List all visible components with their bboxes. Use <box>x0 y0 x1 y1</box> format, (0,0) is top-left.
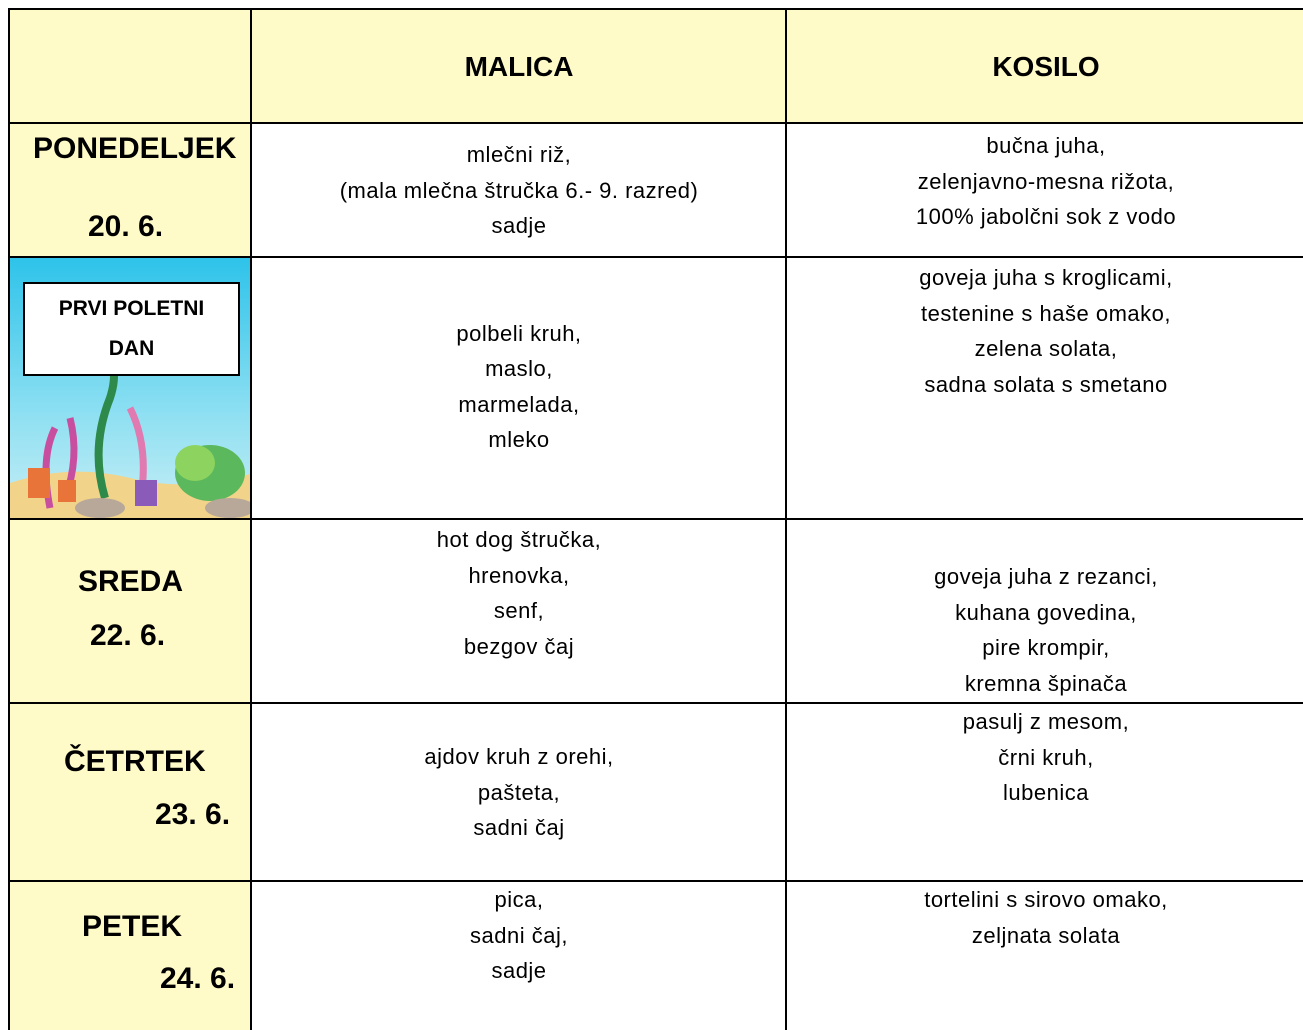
day-date: 24. 6. <box>160 962 236 995</box>
meal-line: (mala mlečna štručka 6.- 9. razred) <box>339 177 699 203</box>
meal-line: mleko <box>488 427 550 452</box>
corner-cell <box>8 8 251 123</box>
day-name: SREDA <box>78 565 184 598</box>
meal-line: marmelada, <box>458 391 580 417</box>
meal-line: zeljnata solata <box>971 922 1121 948</box>
meal-line: 100% jabolčni sok z vodo <box>915 204 1177 229</box>
meal-line: hrenovka, <box>468 562 570 588</box>
meal-line: kuhana govedina, <box>955 599 1137 625</box>
meal-line: pašteta, <box>477 779 561 805</box>
column-header: MALICA <box>250 8 786 123</box>
meal-cell: goveja juha z rezanci, kuhana govedina, pi… <box>785 518 1303 703</box>
meal-cell: goveja juha s kroglicami, testenine s haš… <box>785 256 1303 519</box>
meal-line: zelena solata, <box>974 336 1118 361</box>
header-text: MALICA <box>464 50 574 82</box>
meal-line: ajdov kruh z orehi, <box>424 744 614 770</box>
meal-line: testenine s haše omako, <box>921 300 1171 326</box>
day-cell <box>8 122 251 257</box>
label-line: DAN <box>108 337 155 360</box>
meal-line: bučna juha, <box>986 133 1106 158</box>
meal-line: senf, <box>493 598 545 623</box>
meal-cell: hot dog štručka, hrenovka, senf, bezgov čaj <box>250 518 786 703</box>
meal-line: polbeli kruh, <box>456 320 582 346</box>
meal-line: pasulj z mesom, <box>962 709 1130 734</box>
meal-line: kremna špinača <box>964 670 1128 696</box>
meal-cell: tortelini s sirovo omako, zeljnata solata <box>785 880 1303 1030</box>
special-label: PRVI POLETNI DAN <box>23 282 240 376</box>
day-name: PETEK <box>82 910 183 943</box>
meal-line: sadje <box>491 958 547 983</box>
meal-line: črni kruh, <box>998 744 1094 770</box>
meal-line: lubenica <box>1003 780 1089 805</box>
day-date: 22. 6. <box>90 619 166 652</box>
header-text: KOSILO <box>992 50 1100 82</box>
meal-line: maslo, <box>485 356 553 381</box>
day-date: 23. 6. <box>155 798 231 831</box>
meal-cell: polbeli kruh, maslo, marmelada, mleko <box>250 256 786 519</box>
meal-line: bezgov čaj <box>463 633 575 659</box>
meal-line: hot dog štručka, <box>436 527 602 552</box>
meal-line: goveja juha s kroglicami, <box>919 265 1173 290</box>
label-line: PRVI POLETNI <box>58 297 205 320</box>
meal-line: sadni čaj, <box>470 922 568 948</box>
meal-line: sadna solata s smetano <box>924 371 1168 397</box>
day-date: 20. 6. <box>88 210 164 243</box>
meal-line: pire krompir, <box>982 635 1110 660</box>
meal-cell: ajdov kruh z orehi, pašteta, sadni čaj <box>250 702 786 881</box>
day-cell <box>8 518 251 703</box>
meal-line: mlečni riž, <box>466 142 572 168</box>
meal-line: sadje <box>491 213 547 239</box>
meal-line: goveja juha z rezanci, <box>934 564 1158 589</box>
day-name: PONEDELJEK <box>33 132 237 165</box>
meal-cell: mlečni riž, (mala mlečna štručka 6.- 9. r… <box>250 122 786 257</box>
column-header: KOSILO <box>785 8 1303 123</box>
meal-cell: bučna juha, zelenjavno-mesna rižota, 100% … <box>785 122 1303 257</box>
meal-line: pica, <box>494 887 544 912</box>
day-cell <box>8 880 251 1030</box>
meal-line: zelenjavno-mesna rižota, <box>917 168 1175 194</box>
day-name: ČETRTEK <box>64 745 206 778</box>
day-cell <box>8 702 251 881</box>
meal-cell: pasulj z mesom, črni kruh, lubenica <box>785 702 1303 881</box>
meal-line: tortelini s sirovo omako, <box>924 887 1168 912</box>
meal-line: sadni čaj <box>473 815 565 841</box>
meal-cell: pica, sadni čaj, sadje <box>250 880 786 1030</box>
